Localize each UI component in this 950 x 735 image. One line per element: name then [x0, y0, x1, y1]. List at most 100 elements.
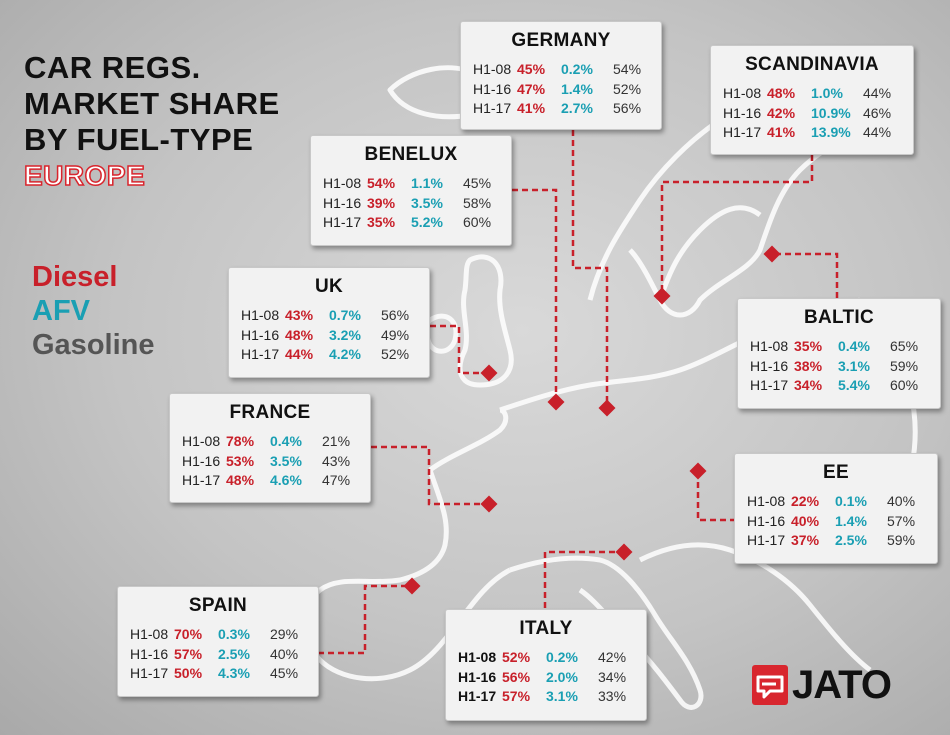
diesel-value: 38%	[794, 357, 823, 374]
period: H1-16	[130, 645, 169, 662]
diesel-value: 48%	[767, 85, 796, 101]
title-line-1: CAR REGS.	[24, 50, 201, 85]
afv-value: 4.3%	[218, 665, 250, 681]
table-row: H1-17 44% 4.2% 52%	[229, 345, 429, 365]
gasoline-value: 56%	[613, 100, 642, 116]
table-row: H1-08 35% 0.4% 65%	[738, 337, 940, 357]
region-title: SPAIN	[188, 595, 248, 616]
title-line-2: MARKET SHARE	[24, 86, 280, 121]
legend-diesel: Diesel	[32, 261, 118, 293]
region-title: UK	[314, 276, 344, 297]
region-title: SCANDINAVIA	[745, 54, 879, 75]
region-title: BENELUX	[364, 144, 458, 165]
gasoline-value: 44%	[863, 85, 892, 101]
afv-value: 5.2%	[411, 214, 443, 230]
gasoline-value: 60%	[463, 214, 492, 230]
afv-value: 1.4%	[561, 80, 593, 97]
gasoline-value: 40%	[270, 645, 299, 662]
afv-value: 0.2%	[546, 649, 578, 665]
connectors	[318, 130, 839, 655]
table-row: H1-17 50% 4.3% 45%	[118, 664, 318, 684]
marker-germany	[598, 399, 616, 417]
period: H1-17	[723, 124, 762, 140]
gasoline-value: 40%	[887, 493, 916, 509]
gasoline-value: 60%	[890, 377, 919, 393]
diesel-value: 53%	[226, 452, 255, 469]
gasoline-value: 59%	[887, 532, 916, 548]
diesel-value: 70%	[174, 626, 203, 642]
table-row: H1-08 48% 1.0% 44%	[711, 84, 913, 104]
table-row: H1-17 57% 3.1% 33%	[446, 687, 646, 707]
afv-value: 0.2%	[561, 61, 593, 77]
period: H1-08	[458, 649, 497, 665]
diesel-value: 35%	[367, 214, 396, 230]
table-row: H1-17 35% 5.2% 60%	[311, 213, 511, 233]
diesel-value: 56%	[502, 668, 531, 685]
marker-uk	[480, 364, 498, 382]
period: H1-16	[747, 512, 786, 529]
gasoline-value: 29%	[270, 626, 299, 642]
region-box-ee: EE H1-08 22% 0.1% 40% H1-16 40% 1.4% 57% H1-17…	[734, 453, 938, 564]
connector-baltic	[772, 252, 839, 298]
afv-value: 2.7%	[561, 100, 593, 116]
table-row: H1-08 52% 0.2% 42%	[446, 648, 646, 668]
table-row: H1-16 57% 2.5% 40%	[118, 645, 318, 665]
period: H1-17	[323, 214, 362, 230]
gasoline-value: 47%	[322, 472, 351, 488]
region-box-italy: ITALY H1-08 52% 0.2% 42% H1-16 56% 2.0% 34% H1…	[445, 609, 647, 721]
afv-value: 13.9%	[811, 124, 851, 140]
table-row: H1-16 53% 3.5% 43%	[170, 452, 370, 472]
connector-france	[371, 445, 489, 506]
diesel-value: 35%	[794, 338, 823, 354]
table-row: H1-16 42% 10.9% 46%	[711, 104, 913, 124]
table-row: H1-08 22% 0.1% 40%	[735, 492, 937, 512]
table-row: H1-16 47% 1.4% 52%	[461, 80, 661, 100]
gasoline-value: 52%	[381, 346, 410, 362]
table-row: H1-16 40% 1.4% 57%	[735, 512, 937, 532]
diesel-value: 50%	[174, 665, 203, 681]
afv-value: 1.1%	[411, 175, 443, 191]
period: H1-17	[130, 665, 169, 681]
connector-scandinavia	[660, 155, 814, 296]
marker-france	[480, 495, 498, 513]
legend-gasoline: Gasoline	[32, 329, 155, 361]
diesel-value: 22%	[791, 493, 820, 509]
period: H1-17	[458, 688, 497, 704]
period: H1-16	[750, 357, 789, 374]
diesel-value: 45%	[517, 61, 546, 77]
afv-value: 3.1%	[546, 688, 578, 704]
marker-scandinavia	[653, 287, 671, 305]
gasoline-value: 21%	[322, 433, 351, 449]
period: H1-08	[182, 433, 221, 449]
gasoline-value: 56%	[381, 307, 410, 323]
gasoline-value: 33%	[598, 688, 627, 704]
period: H1-08	[723, 85, 762, 101]
marker-baltic	[763, 245, 781, 263]
region-title: EE	[823, 462, 849, 483]
marker-spain	[403, 577, 421, 595]
region-title: BALTIC	[803, 307, 875, 328]
region-box-uk: UK H1-08 43% 0.7% 56% H1-16 48% 3.2% 49% H1-17…	[228, 267, 430, 378]
afv-value: 10.9%	[811, 104, 851, 121]
afv-value: 2.5%	[835, 532, 867, 548]
table-row: H1-17 41% 2.7% 56%	[461, 99, 661, 119]
region-title: GERMANY	[511, 30, 611, 51]
period: H1-16	[458, 668, 497, 685]
afv-value: 3.5%	[411, 194, 443, 211]
region-box-baltic: BALTIC H1-08 35% 0.4% 65% H1-16 38% 3.1% 59% H…	[737, 298, 941, 409]
table-row: H1-17 41% 13.9% 44%	[711, 123, 913, 143]
diesel-value: 41%	[517, 100, 546, 116]
gasoline-value: 59%	[890, 357, 919, 374]
period: H1-17	[473, 100, 512, 116]
afv-value: 1.0%	[811, 85, 843, 101]
diesel-value: 43%	[285, 307, 314, 323]
afv-value: 0.3%	[218, 626, 250, 642]
gasoline-value: 45%	[270, 665, 299, 681]
table-row: H1-08 78% 0.4% 21%	[170, 432, 370, 452]
diesel-value: 48%	[285, 326, 314, 343]
gasoline-value: 49%	[381, 326, 410, 343]
jato-logo: JATO	[752, 663, 892, 707]
afv-value: 0.4%	[838, 338, 870, 354]
gasoline-value: 43%	[322, 452, 351, 469]
period: H1-16	[473, 80, 512, 97]
